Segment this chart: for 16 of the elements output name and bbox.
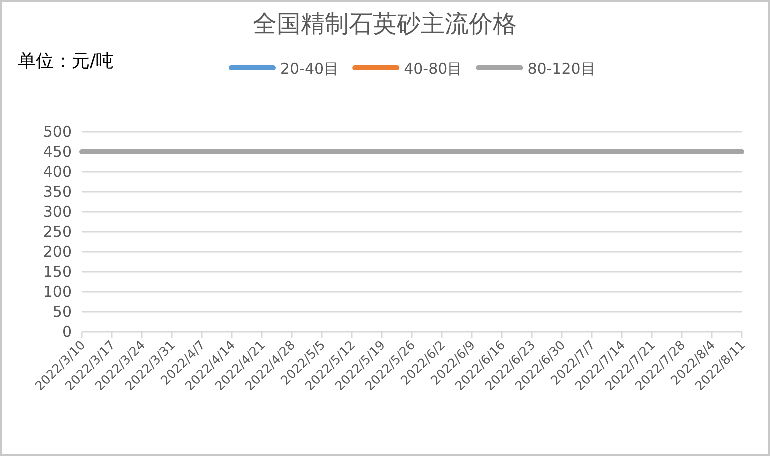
y-tick-label: 400 xyxy=(43,163,72,181)
y-tick-label: 50 xyxy=(52,303,72,321)
y-tick-label: 450 xyxy=(43,143,72,161)
y-tick-label: 100 xyxy=(43,283,72,301)
legend-label: 20-40目 xyxy=(280,60,340,78)
y-tick-label: 150 xyxy=(43,263,72,281)
y-tick-label: 300 xyxy=(43,203,72,221)
y-tick-label: 350 xyxy=(43,183,72,201)
y-tick-label: 500 xyxy=(43,123,72,141)
legend-label: 40-80目 xyxy=(404,60,463,78)
y-tick-label: 250 xyxy=(43,223,72,241)
y-tick-label: 200 xyxy=(43,243,72,261)
y-tick-label: 0 xyxy=(62,323,72,341)
chart-title: 全国精制石英砂主流价格 xyxy=(253,10,517,38)
text: 单位：元/吨 xyxy=(18,51,114,72)
legend-label: 80-120目 xyxy=(528,60,596,78)
